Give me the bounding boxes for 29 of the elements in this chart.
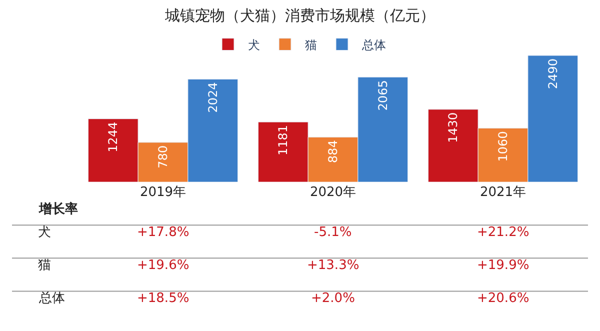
x-tick-label: 2020年 (310, 185, 356, 200)
x-tick-label: 2021年 (480, 185, 526, 200)
data-label: 2065 (376, 80, 390, 111)
chart-title: 城镇宠物（犬猫）消费市场规模（亿元） (164, 6, 435, 24)
text: +2.0% (311, 291, 355, 306)
text: 增长率 (38, 201, 78, 217)
text: +19.6% (137, 258, 190, 273)
legend-label: 总体 (361, 38, 386, 52)
text: 总体 (38, 291, 65, 306)
text: +20.6% (477, 291, 530, 306)
text: +21.2% (477, 225, 530, 240)
text: +13.3% (307, 258, 360, 273)
data-label: 1244 (106, 122, 120, 152)
data-label: 2024 (206, 82, 220, 113)
text: -5.1% (314, 225, 352, 240)
data-label: 1430 (446, 112, 460, 143)
legend-label: 猫 (305, 38, 317, 52)
text: 犬 (38, 225, 51, 240)
data-label: 1060 (496, 131, 510, 162)
x-tick-label: 2019年 (140, 185, 186, 200)
text: +19.9% (477, 258, 530, 273)
text: +17.8% (137, 225, 190, 240)
text: 猫 (38, 258, 51, 273)
data-label: 884 (326, 140, 340, 164)
text: +18.5% (137, 291, 190, 306)
data-label: 1181 (276, 125, 290, 156)
legend-label: 犬 (248, 38, 260, 52)
data-label: 780 (156, 145, 170, 168)
data-label: 2490 (546, 58, 560, 90)
